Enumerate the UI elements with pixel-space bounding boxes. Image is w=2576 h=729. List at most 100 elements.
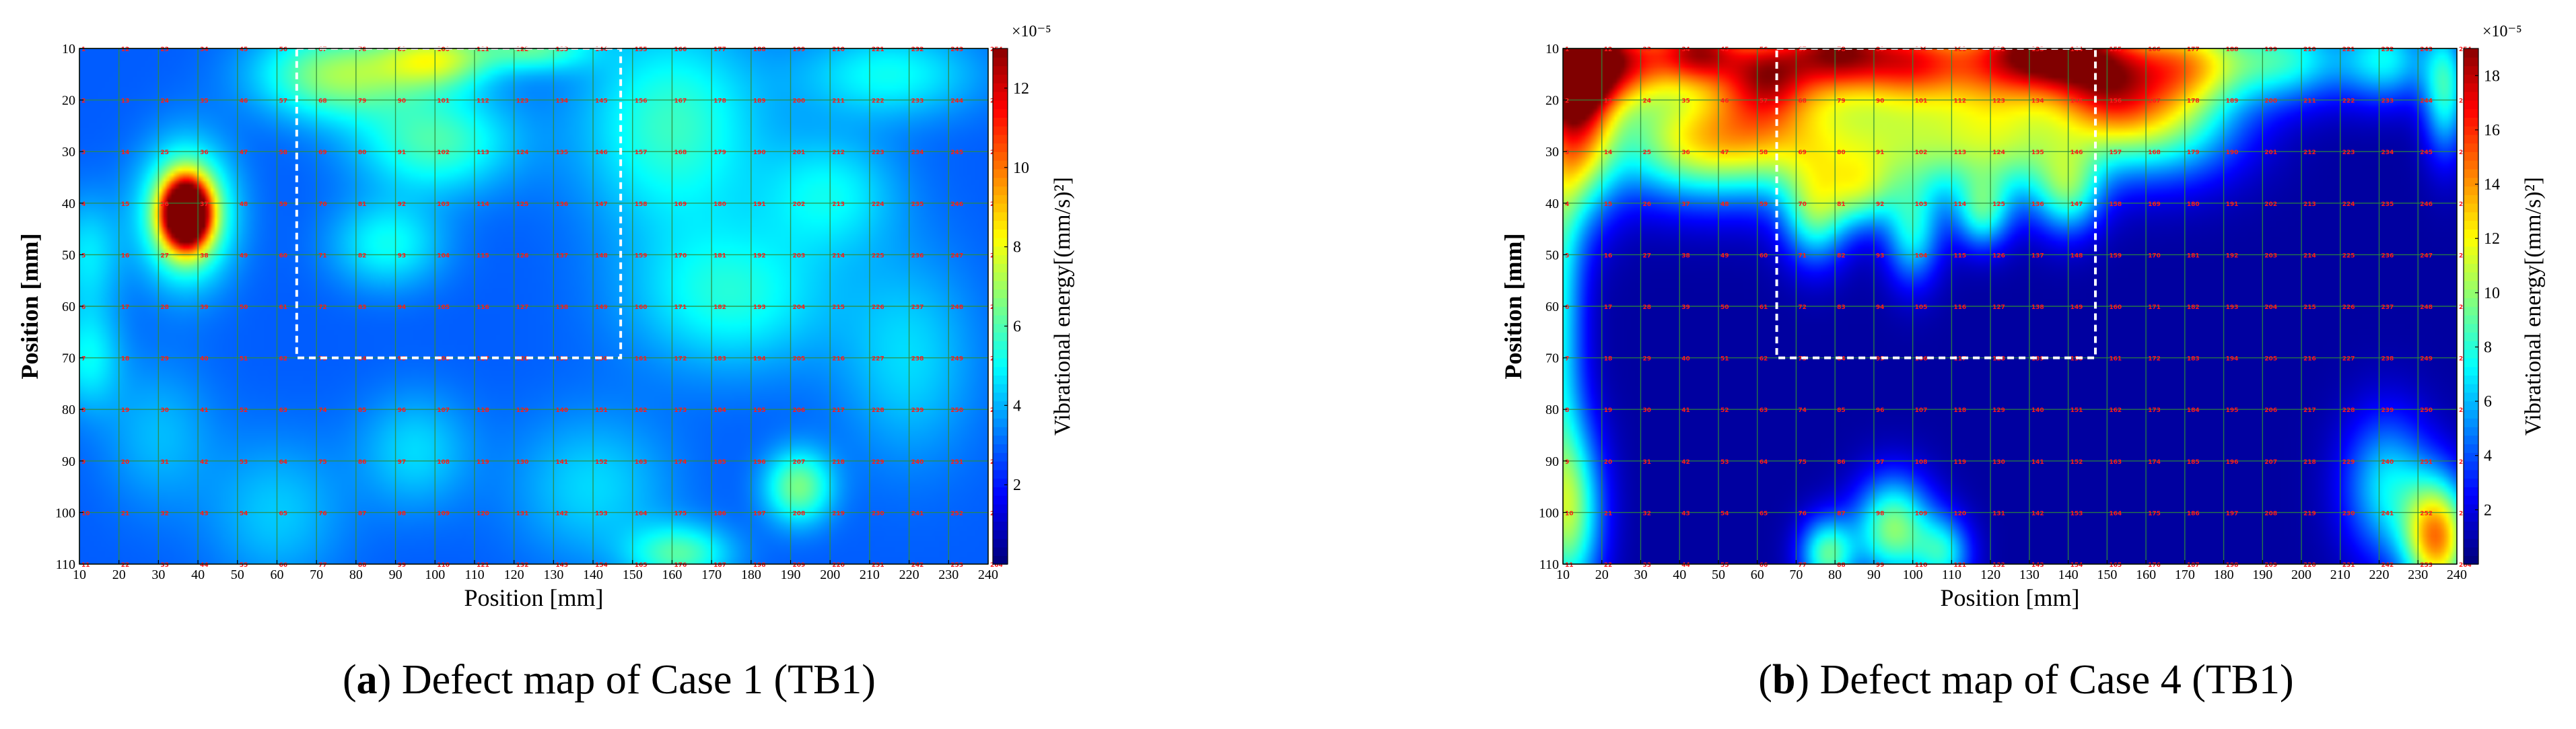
grid-point-number: 144 [595, 46, 608, 53]
grid-point-number: 28 [160, 304, 169, 311]
grid-point-number: 53 [1720, 459, 1729, 466]
grid-point-number: 91 [1876, 149, 1885, 156]
grid-point-number: 232 [2381, 46, 2394, 53]
grid-point-number: 240 [911, 459, 924, 466]
x-tick-label: 220 [2369, 567, 2390, 582]
grid-point-number: 172 [2148, 356, 2161, 363]
grid-point-number: 169 [2148, 201, 2161, 208]
colorbar-segment [2464, 512, 2478, 522]
colorbar-segment [2464, 203, 2478, 213]
grid-point-number: 154 [2070, 562, 2083, 569]
x-tick-label: 40 [191, 567, 205, 582]
colorbar-segment [993, 177, 1008, 187]
x-tick-label: 20 [1595, 567, 1609, 582]
colorbar-segment [993, 452, 1008, 462]
grid-point-number: 197 [753, 510, 766, 517]
x-tick-label: 70 [310, 567, 323, 582]
grid-point-number: 201 [793, 149, 806, 156]
grid-point-number: 106 [437, 356, 450, 363]
x-tick-label: 140 [2058, 567, 2079, 582]
grid-point-number: 5 [81, 252, 85, 259]
y-tick-label: 30 [1545, 145, 1559, 160]
colorbar-segment [993, 366, 1008, 376]
y-tick-label: 80 [62, 403, 75, 417]
grid-point-number: 190 [2226, 149, 2239, 156]
grid-point-number: 164 [2109, 510, 2122, 517]
colorbar-frame [2463, 48, 2479, 565]
colorbar-segment [2464, 298, 2478, 307]
colorbar-exponent: ×10⁻⁵ [2482, 23, 2522, 40]
grid-point-number: 18 [1604, 356, 1613, 363]
grid-point-number: 169 [674, 201, 687, 208]
grid-point-number: 141 [555, 459, 568, 466]
colorbar-segment [993, 417, 1008, 427]
colorbar-segment [993, 469, 1008, 479]
grid-point-number: 51 [1720, 356, 1729, 363]
x-tick-label: 190 [781, 567, 801, 582]
grid-point-number: 63 [279, 407, 287, 414]
grid-point-number: 221 [872, 46, 884, 53]
colorbar-segment [2464, 160, 2478, 170]
colorbar-segment [993, 117, 1008, 127]
grid-point-number: 203 [793, 252, 806, 259]
colorbar-segment [2464, 168, 2478, 178]
colorbar-segment [993, 512, 1008, 522]
y-tick-label: 90 [62, 454, 75, 469]
grid-point-number: 74 [1798, 407, 1807, 414]
x-tick-label: 240 [2447, 567, 2467, 582]
x-tick-label: 20 [112, 567, 126, 582]
colorbar-segment [993, 487, 1008, 496]
grid-point-number: 10 [1565, 510, 1574, 517]
grid-point-number: 264 [2459, 562, 2472, 569]
grid-point-number: 105 [437, 304, 450, 311]
grid-point-number: 178 [713, 98, 726, 105]
grid-point-number: 187 [2187, 562, 2200, 569]
grid-point-number: 45 [1720, 46, 1729, 53]
grid-point-number: 93 [398, 252, 407, 259]
grid-point-number: 156 [635, 98, 648, 105]
colorbar-tick-label: 8 [1013, 239, 1021, 256]
grid-point-number: 149 [2070, 304, 2083, 311]
x-tick-label: 180 [741, 567, 761, 582]
grid-point-number: 16 [1604, 252, 1613, 259]
grid-point-number: 242 [2381, 562, 2394, 569]
grid-point-number: 205 [2264, 356, 2277, 363]
grid-point-number: 138 [2031, 304, 2044, 311]
grid-point-number: 36 [1681, 149, 1690, 156]
colorbar: 2 4 6 8 10 12 14 16 18 ×10⁻⁵ Vibrational energy[(m… [2463, 23, 2546, 565]
colorbar-frame [992, 48, 1008, 565]
x-tick-label: 100 [425, 567, 445, 582]
grid-point-number: 27 [1642, 252, 1651, 259]
colorbar-segment [993, 108, 1008, 118]
colorbar-segment [993, 555, 1008, 565]
colorbar-segment [2464, 349, 2478, 359]
grid-point-number: 15 [1604, 201, 1613, 208]
grid-point-number: 224 [2342, 201, 2355, 208]
y-tick-label: 110 [56, 557, 75, 572]
colorbar-segment [2464, 74, 2478, 83]
y-tick-label: 20 [1545, 94, 1559, 108]
colorbar-segment [993, 332, 1008, 341]
grid-point-number: 91 [398, 149, 407, 156]
grid-point-number: 119 [477, 459, 489, 466]
grid-point-number: 250 [2420, 407, 2433, 414]
y-tick-label: 80 [1545, 403, 1559, 417]
grid-point-number: 140 [555, 407, 568, 414]
grid-point-number: 171 [2148, 304, 2161, 311]
grid-point-number: 118 [477, 407, 489, 414]
grid-point-number: 181 [2187, 252, 2200, 259]
grid-point-number: 126 [1992, 252, 2005, 259]
grid-point-number: 24 [1642, 98, 1651, 105]
grid-point-number: 114 [1953, 201, 1966, 208]
y-tick-label: 40 [62, 197, 75, 211]
grid-point-number: 173 [674, 407, 687, 414]
grid-point-number: 134 [555, 98, 568, 105]
grid-point-number: 247 [2420, 252, 2433, 259]
grid-point-number: 223 [2342, 149, 2355, 156]
grid-point-number: 193 [2226, 304, 2239, 311]
grid-point-number: 23 [1642, 46, 1651, 53]
grid-point-number: 210 [2303, 46, 2316, 53]
grid-point-number: 210 [832, 46, 845, 53]
grid-point-number: 34 [1681, 46, 1690, 53]
grid-point-number: 145 [2070, 98, 2083, 105]
